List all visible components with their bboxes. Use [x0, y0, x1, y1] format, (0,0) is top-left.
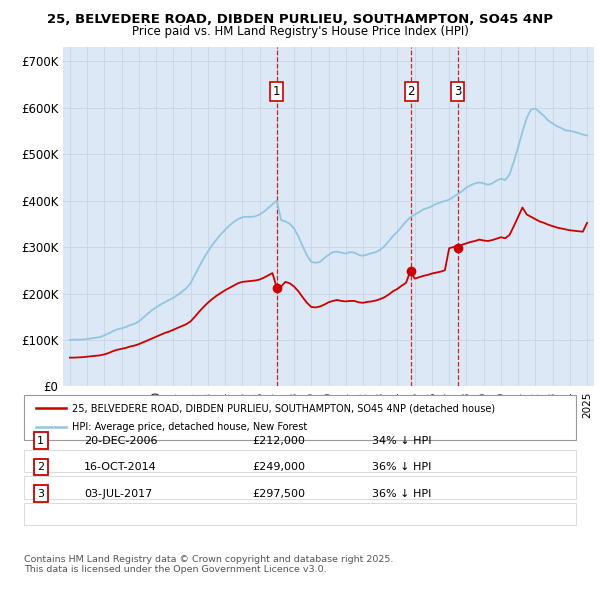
Text: 03-JUL-2017: 03-JUL-2017 [84, 489, 152, 499]
Text: 1: 1 [37, 435, 44, 445]
Text: 25, BELVEDERE ROAD, DIBDEN PURLIEU, SOUTHAMPTON, SO45 4NP (detached house): 25, BELVEDERE ROAD, DIBDEN PURLIEU, SOUT… [72, 404, 495, 413]
Text: Contains HM Land Registry data © Crown copyright and database right 2025.
This d: Contains HM Land Registry data © Crown c… [24, 555, 394, 574]
Text: 3: 3 [454, 85, 461, 98]
Text: 25, BELVEDERE ROAD, DIBDEN PURLIEU, SOUTHAMPTON, SO45 4NP: 25, BELVEDERE ROAD, DIBDEN PURLIEU, SOUT… [47, 13, 553, 26]
Text: Price paid vs. HM Land Registry's House Price Index (HPI): Price paid vs. HM Land Registry's House … [131, 25, 469, 38]
Text: 36% ↓ HPI: 36% ↓ HPI [372, 489, 431, 499]
Text: 34% ↓ HPI: 34% ↓ HPI [372, 435, 431, 445]
Text: 2: 2 [37, 462, 44, 472]
Text: 36% ↓ HPI: 36% ↓ HPI [372, 462, 431, 472]
Text: £212,000: £212,000 [252, 435, 305, 445]
Text: 16-OCT-2014: 16-OCT-2014 [84, 462, 157, 472]
Text: 2: 2 [407, 85, 415, 98]
Text: 3: 3 [37, 489, 44, 499]
Text: HPI: Average price, detached house, New Forest: HPI: Average price, detached house, New … [72, 422, 307, 431]
Text: £249,000: £249,000 [252, 462, 305, 472]
Text: 1: 1 [273, 85, 281, 98]
Text: 20-DEC-2006: 20-DEC-2006 [84, 435, 157, 445]
Text: £297,500: £297,500 [252, 489, 305, 499]
